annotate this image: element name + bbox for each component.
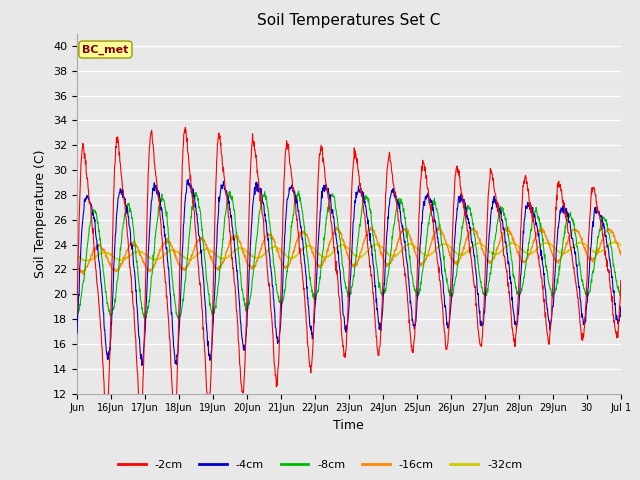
Title: Soil Temperatures Set C: Soil Temperatures Set C	[257, 13, 440, 28]
X-axis label: Time: Time	[333, 419, 364, 432]
Legend: -2cm, -4cm, -8cm, -16cm, -32cm: -2cm, -4cm, -8cm, -16cm, -32cm	[113, 456, 527, 474]
Text: BC_met: BC_met	[82, 44, 129, 55]
Y-axis label: Soil Temperature (C): Soil Temperature (C)	[35, 149, 47, 278]
